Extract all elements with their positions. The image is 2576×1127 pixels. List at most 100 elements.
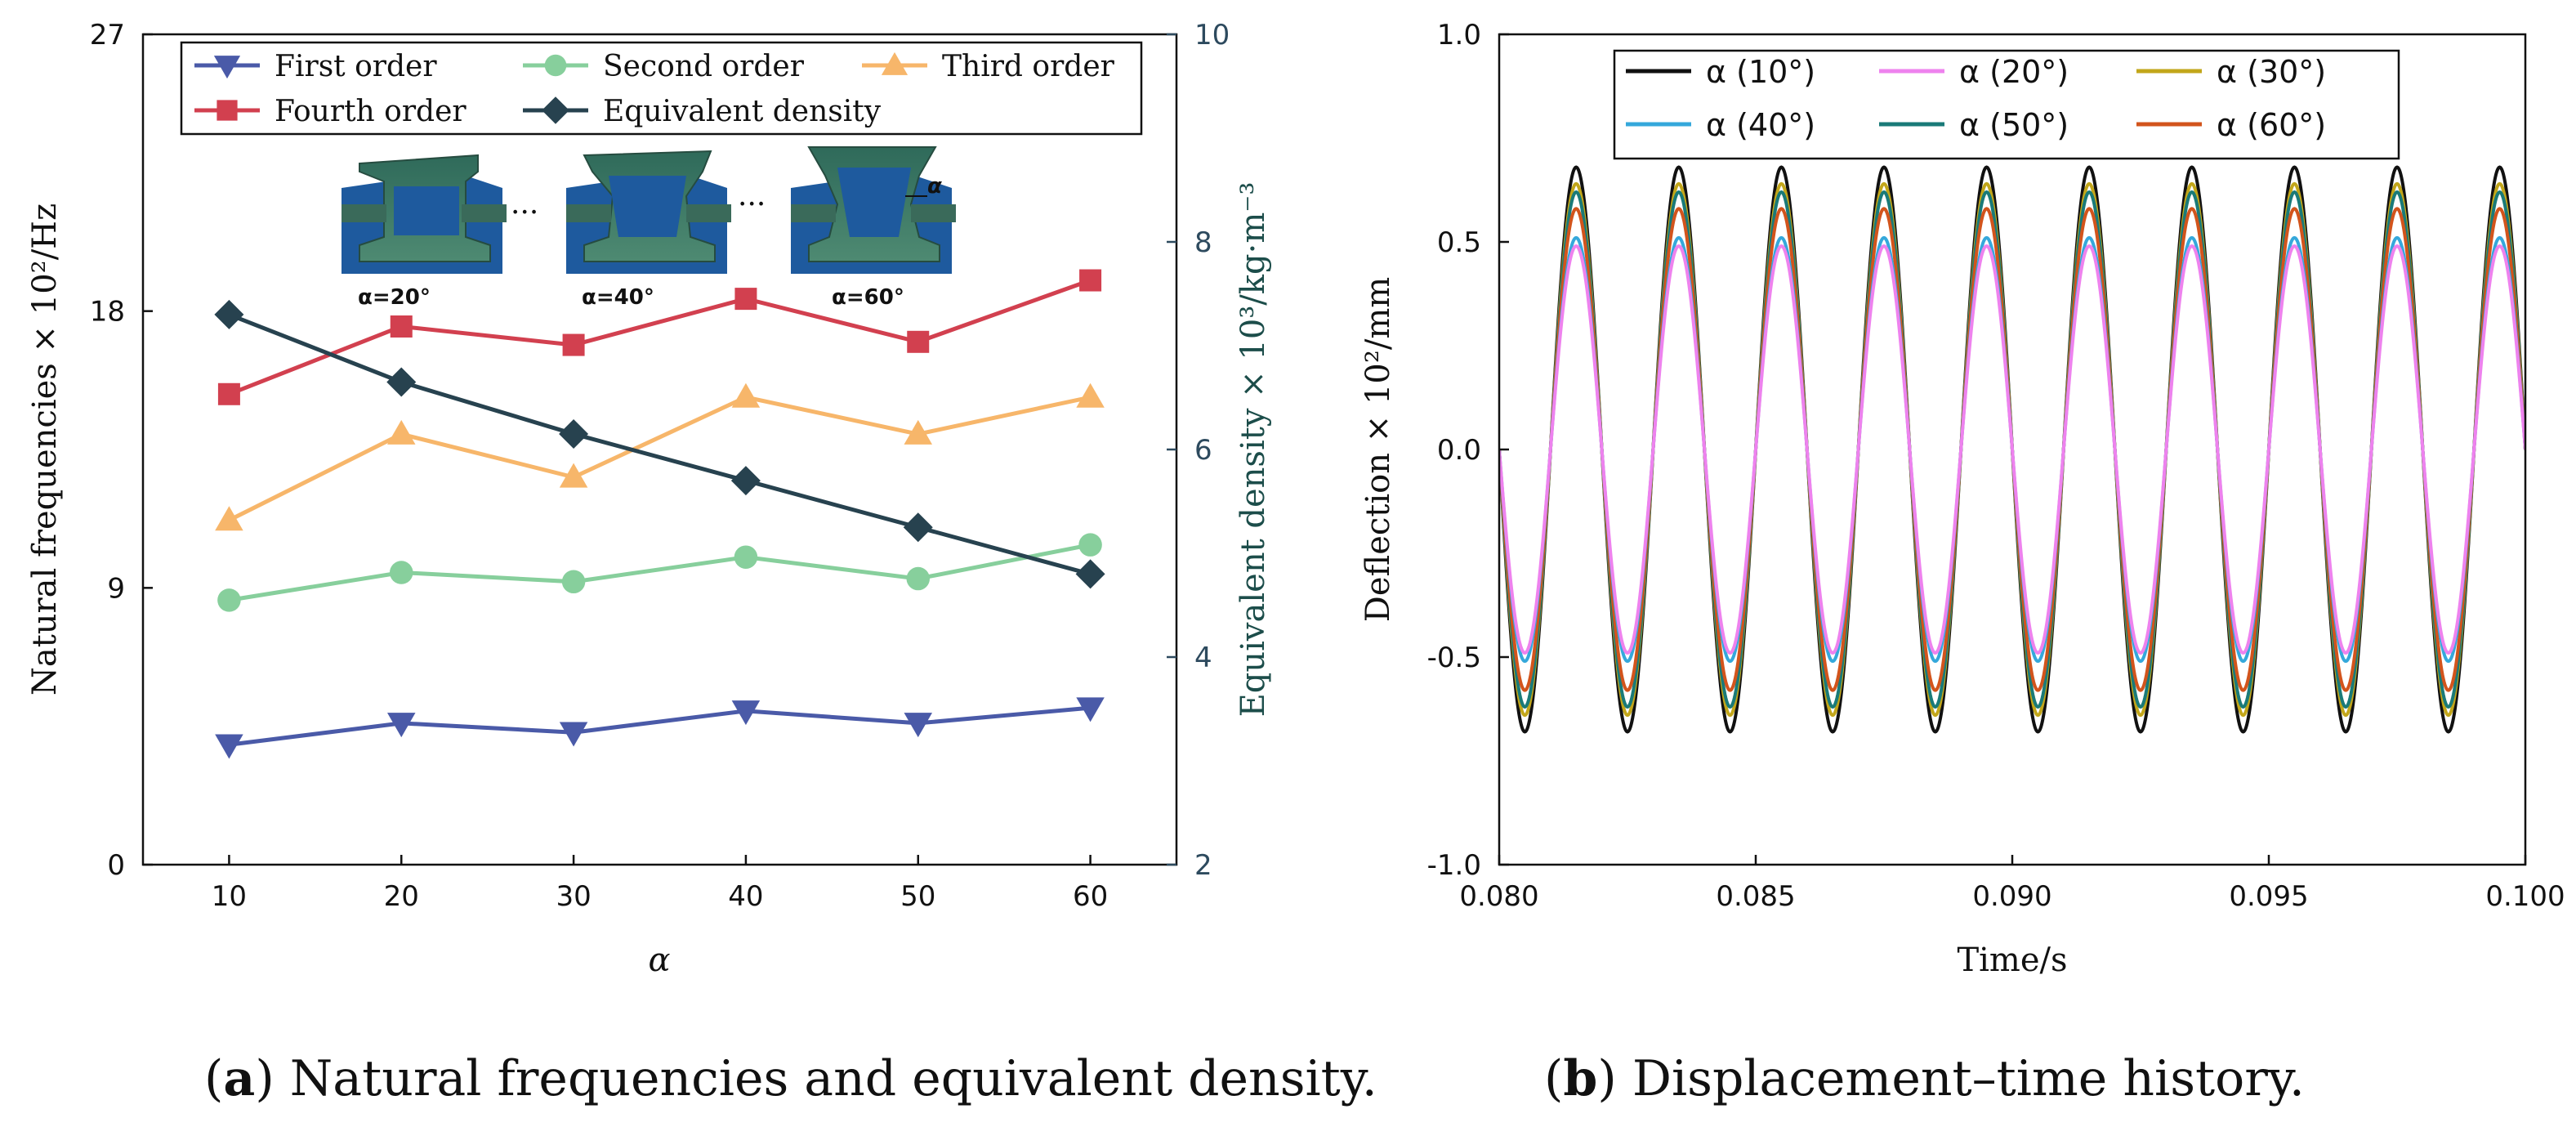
legend-entry: α (20°): [1879, 54, 2069, 90]
legend-entry: Third order: [862, 50, 1115, 83]
legend-entry: Fourth order: [194, 95, 467, 128]
series-first-order: [215, 697, 1105, 759]
caption-a-letter: a: [223, 1050, 255, 1107]
legend-entry: α (40°): [1626, 107, 1815, 143]
panel-a-ytick-label: 0: [107, 849, 125, 882]
legend-entry: Second order: [523, 50, 805, 83]
panel-a-ticks: 10 20 30 40 50 60 0 9 18 27 2 4 6 8 10: [90, 19, 1230, 913]
series-line: [228, 278, 1092, 396]
series-fourth-order: [217, 269, 1102, 405]
legend-label: Second order: [603, 50, 805, 83]
legend-marker: [544, 54, 567, 77]
data-point: [217, 382, 240, 405]
panel-a-xtick-label: 50: [900, 880, 935, 913]
panel-b-ytick-label: 1.0: [1437, 19, 1481, 51]
legend-marker: [881, 51, 909, 75]
data-point: [387, 419, 416, 445]
inset-block-40: [566, 150, 731, 274]
inset-ellipsis-1: ···: [511, 196, 538, 230]
panel-a-legend: First order Second order Third order Fourth…: [180, 41, 1143, 136]
caption-a-text: Natural frequencies and equivalent densi…: [275, 1050, 1377, 1107]
inset-block-20: [342, 154, 507, 274]
series-third-order: [215, 382, 1105, 531]
data-point: [904, 419, 932, 445]
data-point: [559, 418, 589, 449]
data-point: [215, 734, 243, 759]
panel-a-y2tick-label: 6: [1194, 434, 1212, 467]
panel-b-xtick-label: 0.095: [2229, 880, 2308, 913]
panel-a-y2tick-label: 10: [1194, 19, 1230, 51]
legend-entry: α (50°): [1879, 107, 2069, 143]
data-point: [217, 588, 241, 612]
data-point: [390, 561, 413, 584]
data-point: [1076, 697, 1105, 722]
panel-a-xtick-label: 10: [212, 880, 247, 913]
panel-b-xtick-label: 0.080: [1459, 880, 1538, 913]
inset-alpha-symbol: α: [927, 174, 942, 199]
legend-label: Equivalent density: [603, 95, 882, 128]
data-point: [214, 299, 244, 329]
data-point: [731, 382, 761, 408]
data-point: [1076, 382, 1105, 408]
panel-b-legend: α (10°) α (20°) α (30°) α (40°) α (50°) α (60…: [1613, 49, 2400, 160]
data-point: [215, 506, 243, 531]
series-line-alpha-1: [1499, 244, 2525, 655]
legend-marker: [213, 56, 241, 79]
data-point: [1079, 269, 1102, 292]
legend-marker: [542, 96, 569, 124]
data-point: [559, 722, 588, 747]
panel-a-legend-box: [180, 41, 1143, 136]
panel-b-xlabel: Time/s: [1957, 941, 2067, 979]
data-point: [387, 713, 416, 738]
panel-a-ylabel: Natural frequencies × 10²/Hz: [26, 203, 64, 695]
panel-b-legend-box: [1613, 49, 2400, 160]
panel-a-y2tick-label: 4: [1194, 642, 1212, 674]
inset-ellipsis-2: ···: [738, 188, 766, 221]
legend-entry: α (10°): [1626, 54, 1815, 90]
legend-label: α (30°): [2217, 54, 2326, 90]
panel-b-ytick-label: 0.0: [1437, 434, 1481, 467]
panel-b-xtick-label: 0.100: [2485, 880, 2565, 913]
legend-label: Third order: [942, 50, 1115, 83]
series-line: [229, 705, 1091, 747]
data-point: [734, 288, 757, 311]
panel-a-ytick-label: 27: [90, 19, 125, 51]
panel-b-xtick-label: 0.085: [1716, 880, 1795, 913]
caption-b-text: Displacement–time history.: [1617, 1050, 2305, 1107]
legend-entry: First order: [194, 50, 437, 83]
caption-a: (a) Natural frequencies and equivalent d…: [204, 1050, 1377, 1107]
panel-a-xtick-label: 60: [1073, 880, 1108, 913]
data-point: [731, 700, 761, 726]
series-line: [229, 543, 1092, 602]
data-point: [1078, 533, 1102, 557]
data-point: [903, 512, 933, 543]
data-point: [562, 333, 585, 356]
panel-b-series: [1499, 165, 2525, 734]
panel-a: 10 20 30 40 50 60 0 9 18 27 2 4 6 8 10: [26, 19, 1272, 979]
data-point: [559, 463, 588, 488]
legend-label: α (20°): [1959, 54, 2069, 90]
panel-b-xtick-label: 0.090: [1972, 880, 2051, 913]
panel-a-series: [214, 269, 1105, 759]
legend-label: First order: [275, 50, 437, 83]
legend-entry: α (60°): [2136, 107, 2326, 143]
inset-label-40: α=40°: [582, 285, 654, 310]
data-point: [390, 315, 413, 338]
panel-a-xtick-label: 30: [556, 880, 591, 913]
data-point: [907, 330, 930, 353]
panel-a-y2tick-label: 2: [1194, 849, 1212, 882]
panel-b-ytick-label: -0.5: [1427, 642, 1481, 674]
legend-marker: [217, 100, 238, 121]
panel-b-ytick-label: -1.0: [1427, 849, 1481, 882]
alpha-geometry-inset: α ··· ··· α=20° α=40° α=60°: [342, 146, 956, 310]
legend-entry: Equivalent density: [523, 95, 882, 128]
data-point: [1075, 559, 1105, 589]
panel-b-ylabel: Deflection × 10²/mm: [1359, 277, 1397, 622]
legend-label: α (10°): [1706, 54, 1815, 90]
panel-b: 0.080 0.085 0.090 0.095 0.100 -1.0 -0.5 0.0 0.5 1…: [1359, 19, 2565, 979]
panel-a-xtick-label: 40: [728, 880, 763, 913]
inset-label-20: α=20°: [358, 285, 431, 310]
series-equivalent-density: [214, 299, 1105, 589]
series-line: [228, 395, 1092, 522]
